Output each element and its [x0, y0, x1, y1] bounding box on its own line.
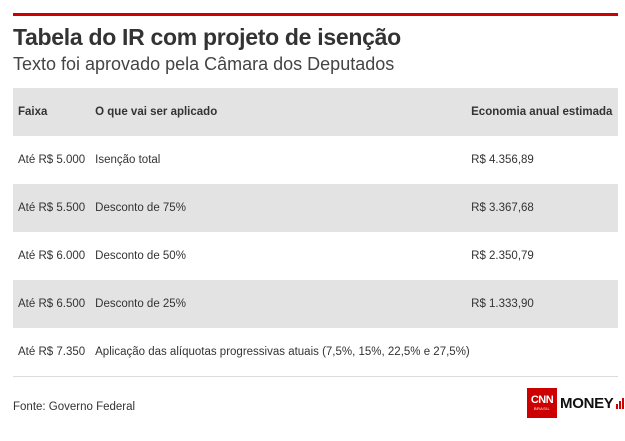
cell-economia: R$ 4.356,89 — [471, 154, 534, 166]
cnn-money-logo: CNN BRASIL MONEY — [527, 388, 624, 418]
cell-aplicacao: Aplicação das alíquotas progressivas atu… — [95, 346, 470, 358]
cell-aplicacao: Desconto de 50% — [95, 250, 186, 262]
ir-table: Faixa O que vai ser aplicado Economia an… — [13, 88, 618, 376]
money-wordmark: MONEY — [560, 394, 614, 412]
brasil-wordmark: BRASIL — [533, 406, 551, 411]
cell-faixa: Até R$ 5.000 — [18, 154, 86, 166]
table-row: Até R$ 6.500 Desconto de 25% R$ 1.333,90 — [13, 280, 618, 328]
cnn-wordmark: CNN — [530, 394, 554, 406]
footer-divider — [13, 376, 618, 377]
table-row: Até R$ 5.000 Isenção total R$ 4.356,89 — [13, 136, 618, 184]
cell-aplicacao: Isenção total — [95, 154, 161, 166]
table-row: Até R$ 7.350 Aplicação das alíquotas pro… — [13, 328, 618, 376]
cell-economia: R$ 1.333,90 — [471, 298, 534, 310]
cell-aplicacao: Desconto de 75% — [95, 202, 186, 214]
source-note: Fonte: Governo Federal — [13, 401, 136, 413]
cnn-brasil-logo-icon: CNN BRASIL — [527, 388, 557, 418]
cell-aplicacao: Desconto de 25% — [95, 298, 186, 310]
cell-faixa: Até R$ 5.500 — [18, 202, 86, 214]
bar-chart-icon — [615, 397, 624, 409]
page-title: Tabela do IR com projeto de isenção — [13, 24, 401, 50]
top-accent-bar — [13, 13, 618, 16]
cell-faixa: Até R$ 6.500 — [18, 298, 86, 310]
page-subtitle: Texto foi aprovado pela Câmara dos Deput… — [13, 54, 395, 74]
cell-economia: R$ 2.350,79 — [471, 250, 534, 262]
table-header-row: Faixa O que vai ser aplicado Economia an… — [13, 88, 618, 136]
table-row: Até R$ 6.000 Desconto de 50% R$ 2.350,79 — [13, 232, 618, 280]
column-header-faixa: Faixa — [18, 106, 48, 118]
cell-faixa: Até R$ 6.000 — [18, 250, 86, 262]
cell-economia: R$ 3.367,68 — [471, 202, 534, 214]
column-header-economia: Economia anual estimada — [471, 106, 613, 118]
table-row: Até R$ 5.500 Desconto de 75% R$ 3.367,68 — [13, 184, 618, 232]
column-header-aplicacao: O que vai ser aplicado — [95, 106, 218, 118]
cell-faixa: Até R$ 7.350 — [18, 346, 86, 358]
